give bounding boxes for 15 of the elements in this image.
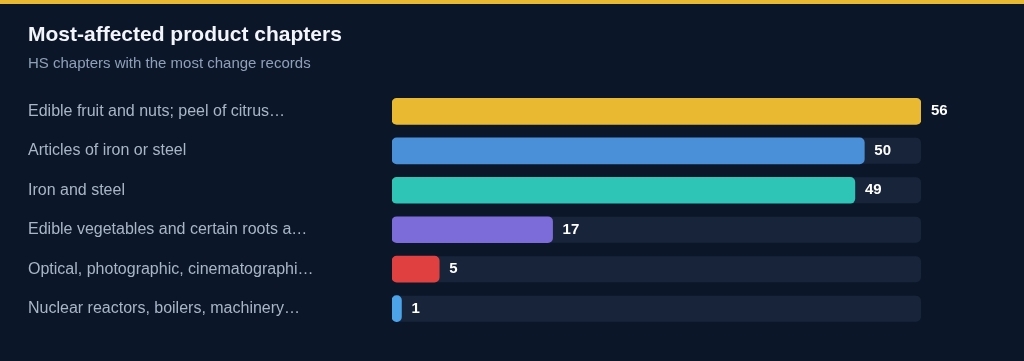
data-label: 5 — [449, 259, 458, 277]
data-label: 49 — [864, 180, 882, 198]
y-tick-label: Optical, photographic, cinematographi… — [28, 259, 314, 277]
data-label: 50 — [874, 140, 892, 158]
text: Most-affected product chapters — [28, 22, 342, 46]
text: HS chapters with the most change records — [28, 54, 311, 71]
data-label: 56 — [931, 101, 948, 119]
data-label: 17 — [562, 219, 580, 237]
bar — [392, 255, 440, 283]
y-tick-label: Edible vegetables and certain roots a… — [28, 220, 308, 238]
y-tick-label: Iron and steel — [28, 180, 125, 198]
y-tick-label: Edible fruit and nuts; peel of citrus… — [28, 101, 286, 119]
y-tick-label: Nuclear reactors, boilers, machinery… — [28, 299, 301, 317]
y-tick-label: Articles of iron or steel — [28, 141, 187, 159]
data-label: 1 — [411, 298, 420, 316]
